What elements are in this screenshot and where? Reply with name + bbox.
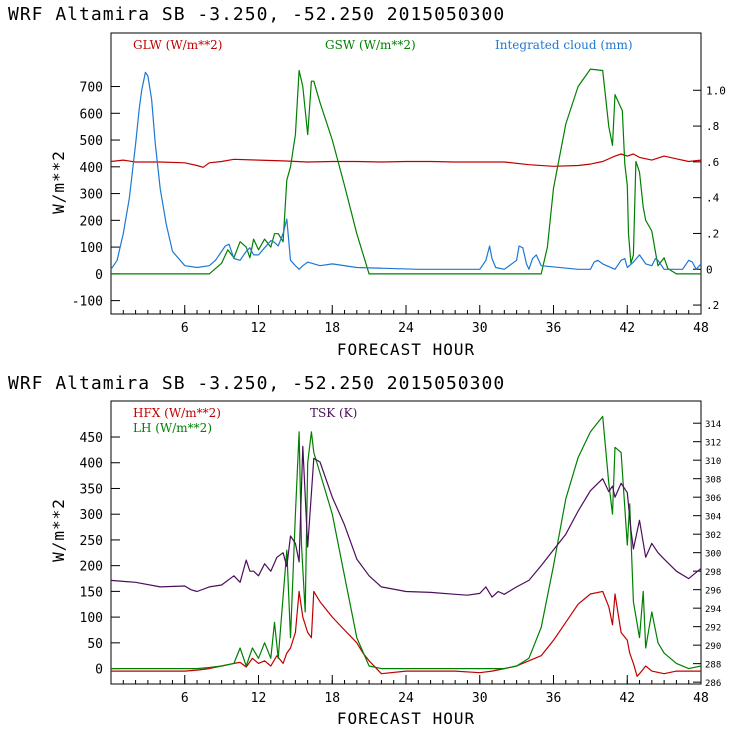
top-plot-frame xyxy=(110,32,702,315)
x-tick-label: 12 xyxy=(251,691,267,706)
top-y2-ticks: .2 0 .2 .4 .6 .8 1.0 xyxy=(693,84,726,312)
y2-tick-label: .2 xyxy=(706,227,719,240)
top-series-group xyxy=(110,68,702,275)
y-tick-label: 200 xyxy=(80,560,103,575)
y2-tick-label: .6 xyxy=(706,156,719,169)
y2-tick-label: 304 xyxy=(705,513,721,523)
x-tick-label: 42 xyxy=(619,691,635,706)
y2-tick-label: 312 xyxy=(705,439,721,449)
y2-tick-label: 0 xyxy=(706,263,713,276)
top-y-axis-label: W/m**2 xyxy=(49,150,68,214)
bottom-y-ticks: 0 50 100 150 200 250 300 350 400 450 xyxy=(80,431,120,678)
y2-tick-label: .2 xyxy=(706,299,719,312)
series-line-hfx xyxy=(111,590,701,677)
y2-tick-label: 306 xyxy=(705,494,721,504)
y-tick-label: 100 xyxy=(80,241,103,256)
bottom-chart-title: WRF Altamira SB -3.250, -52.250 20150503… xyxy=(8,373,505,394)
y2-tick-label: 1.0 xyxy=(706,84,726,97)
y2-tick-label: 290 xyxy=(705,642,721,652)
y-tick-label: 0 xyxy=(95,268,103,283)
y-tick-label: 400 xyxy=(80,457,103,472)
y2-tick-label: 314 xyxy=(705,420,721,430)
y2-tick-label: 302 xyxy=(705,531,721,541)
series-line-integrated xyxy=(110,71,702,270)
y2-tick-label: 292 xyxy=(705,624,721,634)
y-tick-label: 450 xyxy=(80,431,103,446)
series-line-glw xyxy=(110,153,702,168)
bottom-x-ticks: 6 12 18 24 30 36 42 48 xyxy=(122,675,709,706)
x-tick-label: 48 xyxy=(693,321,709,336)
bottom-x-axis-label: FORECAST HOUR xyxy=(337,709,475,728)
x-tick-label: 6 xyxy=(181,321,189,336)
x-tick-label: 18 xyxy=(324,321,340,336)
y-tick-label: 400 xyxy=(80,161,103,176)
bottom-series-group xyxy=(110,415,702,677)
y-tick-label: 350 xyxy=(80,482,103,497)
y-tick-label: -100 xyxy=(72,295,103,310)
y-tick-label: 300 xyxy=(80,508,103,523)
top-panel: WRF Altamira SB -3.250, -52.250 20150503… xyxy=(8,4,726,359)
x-tick-label: 12 xyxy=(251,321,267,336)
y-tick-label: 100 xyxy=(80,611,103,626)
x-tick-label: 6 xyxy=(181,691,189,706)
bottom-plot-frame xyxy=(110,400,702,685)
y-tick-label: 0 xyxy=(95,663,103,678)
y2-tick-label: 298 xyxy=(705,568,721,578)
x-tick-label: 30 xyxy=(472,691,488,706)
top-x-ticks: 6 12 18 24 30 36 42 48 xyxy=(122,305,709,336)
x-tick-label: 36 xyxy=(546,321,562,336)
x-tick-label: 24 xyxy=(398,691,414,706)
y2-tick-label: .8 xyxy=(706,120,719,133)
bottom-legend-lh: LH (W/m**2) xyxy=(133,421,212,435)
y2-tick-label: .4 xyxy=(706,192,720,205)
series-line-gsw xyxy=(111,68,701,275)
top-legend-gsw: GSW (W/m**2) xyxy=(325,38,416,52)
x-tick-label: 24 xyxy=(398,321,414,336)
x-tick-label: 48 xyxy=(693,691,709,706)
y2-tick-label: 286 xyxy=(705,679,721,689)
bottom-legend-hfx: HFX (W/m**2) xyxy=(133,406,221,420)
series-line-lh xyxy=(111,415,702,670)
y2-tick-label: 296 xyxy=(705,587,721,597)
bottom-panel: WRF Altamira SB -3.250, -52.250 20150503… xyxy=(8,373,721,728)
y-tick-label: 700 xyxy=(80,81,103,96)
bottom-legend-tsk: TSK (K) xyxy=(310,406,357,420)
y-tick-label: 150 xyxy=(80,585,103,600)
x-tick-label: 30 xyxy=(472,321,488,336)
y2-tick-label: 294 xyxy=(705,605,721,615)
series-line-tsk xyxy=(110,445,702,598)
y-tick-label: 600 xyxy=(80,107,103,122)
y2-tick-label: 300 xyxy=(705,550,721,560)
y-tick-label: 300 xyxy=(80,188,103,203)
top-legend-glw: GLW (W/m**2) xyxy=(133,38,222,52)
x-tick-label: 36 xyxy=(546,691,562,706)
y2-tick-label: 310 xyxy=(705,457,721,467)
bottom-y-axis-label: W/m**2 xyxy=(49,498,68,562)
x-tick-label: 42 xyxy=(619,321,635,336)
y-tick-label: 250 xyxy=(80,534,103,549)
top-chart-title: WRF Altamira SB -3.250, -52.250 20150503… xyxy=(8,4,505,25)
bottom-y2-ticks: 286 288 290 292 294 296 298 300 302 304 306 308 310 3… xyxy=(693,420,721,689)
top-x-axis-label: FORECAST HOUR xyxy=(337,340,475,359)
y2-tick-label: 288 xyxy=(705,661,721,671)
y-tick-label: 200 xyxy=(80,214,103,229)
y2-tick-label: 308 xyxy=(705,476,721,486)
top-y-ticks: -100 0 100 200 300 400 500 600 700 xyxy=(72,81,120,310)
y-tick-label: 500 xyxy=(80,134,103,149)
y-tick-label: 50 xyxy=(87,637,103,652)
top-legend-cloud: Integrated cloud (mm) xyxy=(495,38,633,52)
x-tick-label: 18 xyxy=(324,691,340,706)
